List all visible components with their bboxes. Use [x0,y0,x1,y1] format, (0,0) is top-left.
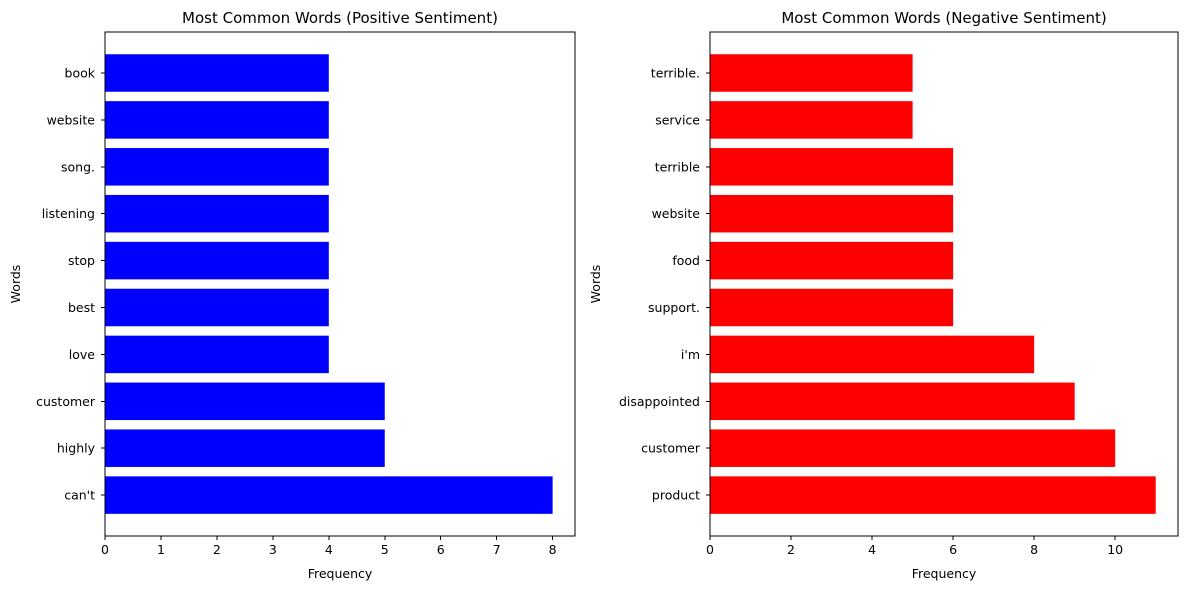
y-tick-label: song. [61,159,95,174]
y-axis-label: Words [8,265,23,304]
y-tick-label: support. [648,300,700,315]
y-tick-label: product [652,488,700,503]
plot-frame [709,31,1179,537]
x-tick-label: 1 [157,542,165,557]
x-tick-label: 7 [493,542,501,557]
bar-0 [710,476,1156,514]
x-ticks: 0 2 4 6 8 10 [706,536,1123,557]
bar-3 [105,335,329,374]
x-tick-label: 6 [437,542,445,557]
x-ticks: 0 1 2 3 4 5 6 7 8 [101,536,557,557]
bar-6 [105,194,329,233]
y-tick-label: book [65,66,96,81]
y-tick-label: food [672,253,700,268]
x-tick-label: 4 [325,542,333,557]
y-tick-label: terrible [655,159,701,174]
bar-5 [710,241,954,280]
x-tick-label: 5 [381,542,389,557]
y-tick-label: customer [36,394,96,409]
bar-3 [710,335,1035,374]
bar-4 [710,288,954,327]
x-tick-label: 2 [213,542,221,557]
bar-6 [710,194,954,233]
x-axis-label: Frequency [912,566,977,581]
y-tick-label: website [652,206,701,221]
chart-title: Most Common Words (Positive Sentiment) [182,9,498,27]
y-tick-label: website [47,112,96,127]
y-tick-label: service [655,112,700,127]
x-tick-label: 4 [868,542,876,557]
y-tick-label: terrible. [651,66,700,81]
bar-1 [710,429,1116,467]
bar-7 [710,148,954,186]
x-tick-label: 0 [706,542,714,557]
bar-2 [105,382,385,421]
y-tick-label: best [68,300,95,315]
x-tick-label: 2 [787,542,795,557]
x-tick-label: 8 [549,542,557,557]
chart-positive: Most Common Words (Positive Sentiment) 0… [8,9,576,581]
y-tick-label: i'm [681,347,700,362]
x-tick-label: 6 [949,542,957,557]
bars [710,54,1156,514]
bar-8 [710,101,913,139]
y-tick-label: listening [42,206,95,221]
x-axis-label: Frequency [308,566,373,581]
bar-4 [105,288,329,327]
y-tick-label: highly [57,441,96,456]
bar-5 [105,241,329,280]
y-tick-label: stop [68,253,95,268]
bar-7 [105,148,329,186]
x-tick-label: 10 [1107,542,1123,557]
chart-title: Most Common Words (Negative Sentiment) [781,9,1106,27]
bar-0 [105,476,553,514]
y-tick-label: love [69,347,96,362]
chart-negative: Most Common Words (Negative Sentiment) 0… [588,9,1179,581]
bar-8 [105,101,329,139]
y-tick-label: disappointed [619,394,700,409]
plot-frame [104,31,576,537]
x-tick-label: 8 [1030,542,1038,557]
bars [105,54,553,514]
y-ticks: can't highly customer love best stop listening… [36,66,105,503]
y-ticks: product customer disappointed i'm support. fo… [619,66,710,503]
y-tick-label: can't [64,488,95,503]
bar-9 [105,54,329,92]
x-tick-label: 3 [269,542,277,557]
y-axis-label: Words [588,265,603,304]
bar-2 [710,382,1075,421]
x-tick-label: 0 [101,542,109,557]
bar-9 [710,54,913,92]
y-tick-label: customer [641,441,701,456]
bar-1 [105,429,385,467]
